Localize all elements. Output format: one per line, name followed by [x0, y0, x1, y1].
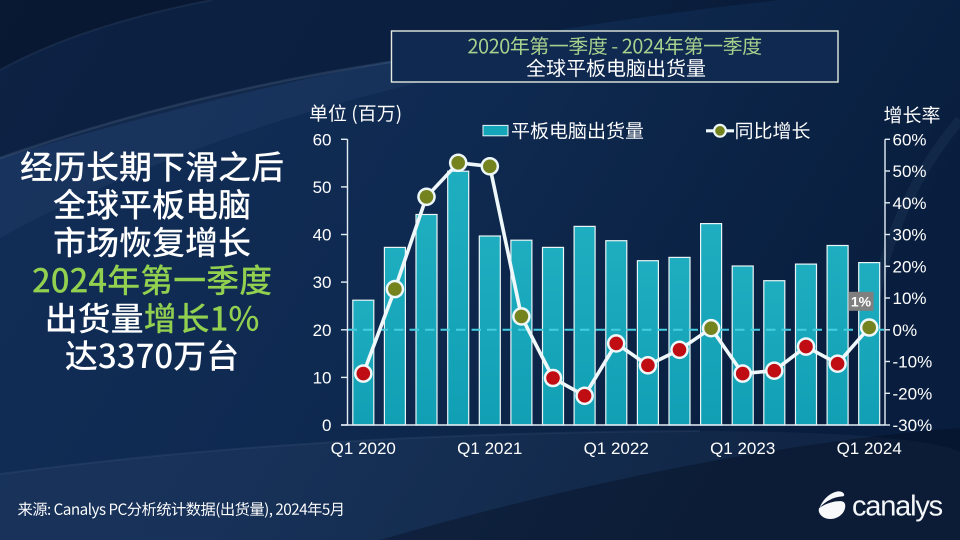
svg-text:-10%: -10% [893, 353, 933, 372]
svg-text:40: 40 [313, 226, 332, 245]
svg-text:canalys: canalys [852, 491, 943, 523]
svg-text:-20%: -20% [893, 384, 933, 403]
svg-text:30: 30 [313, 273, 332, 292]
svg-text:30%: 30% [893, 226, 927, 245]
svg-text:10%: 10% [893, 289, 927, 308]
svg-text:0%: 0% [893, 321, 918, 340]
svg-text:Q1 2022: Q1 2022 [584, 439, 649, 458]
svg-text:Q1 2021: Q1 2021 [457, 439, 522, 458]
svg-text:60%: 60% [893, 130, 927, 149]
svg-text:60: 60 [313, 130, 332, 149]
svg-text:40%: 40% [893, 194, 927, 213]
svg-text:1%: 1% [851, 293, 872, 309]
svg-text:50%: 50% [893, 162, 927, 181]
svg-text:10: 10 [313, 369, 332, 388]
svg-text:0: 0 [322, 416, 331, 435]
svg-text:50: 50 [313, 178, 332, 197]
svg-text:20%: 20% [893, 257, 927, 276]
svg-text:-30%: -30% [893, 416, 933, 435]
svg-text:Q1 2024: Q1 2024 [837, 439, 902, 458]
svg-text:Q1 2020: Q1 2020 [331, 439, 396, 458]
svg-text:20: 20 [313, 321, 332, 340]
svg-text:Q1 2023: Q1 2023 [710, 439, 775, 458]
